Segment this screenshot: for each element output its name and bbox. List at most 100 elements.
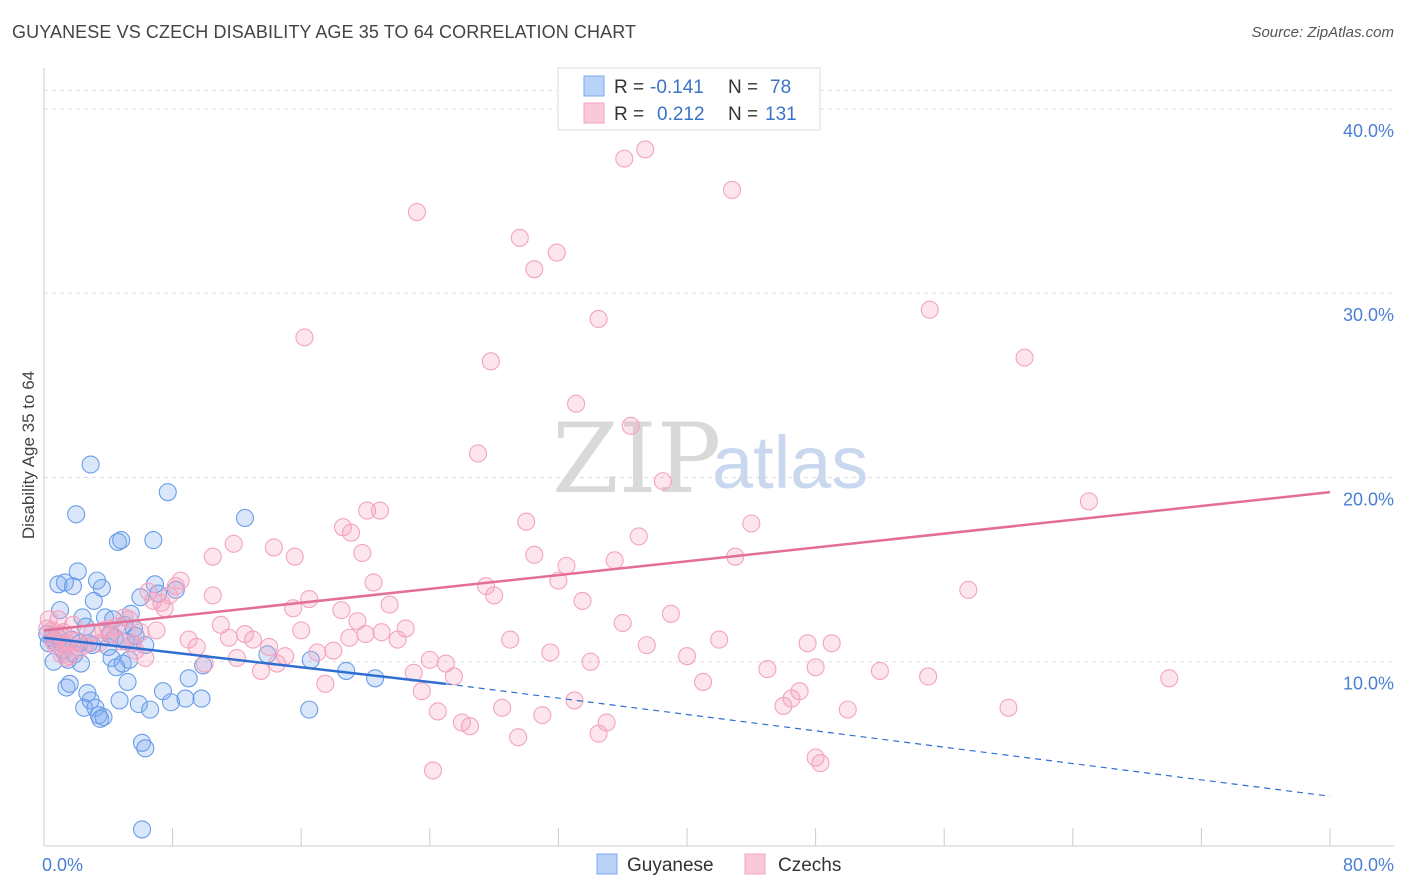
- guyanese-point: [133, 733, 152, 752]
- guyanese-point: [110, 691, 129, 710]
- legend-r-label-1: R =: [614, 77, 644, 98]
- czechs-point: [131, 623, 150, 642]
- czechs-point: [436, 654, 455, 673]
- czechs-point: [332, 601, 351, 620]
- axes: [43, 68, 1394, 847]
- czechs-point: [758, 660, 777, 679]
- czechs-point: [790, 682, 809, 701]
- legend-n-label-2: N =: [728, 104, 758, 125]
- source-label: Source: ZipAtlas.com: [1251, 24, 1394, 41]
- czechs-point: [166, 577, 185, 596]
- guyanese-point: [68, 562, 87, 581]
- czechs-point: [203, 547, 222, 566]
- czechs-point: [63, 615, 82, 634]
- czechs-point: [485, 586, 504, 605]
- czechs-point: [468, 444, 488, 463]
- czechs-point: [533, 706, 552, 725]
- guyanese-point: [141, 700, 160, 719]
- legend-swatch-guyanese: [583, 75, 605, 97]
- czechs-point: [637, 636, 656, 655]
- czechs-point: [694, 672, 713, 692]
- czechs-point: [396, 619, 415, 638]
- guyanese-trend-line: [43, 636, 447, 686]
- guyanese-point: [235, 508, 254, 528]
- czechs-point: [547, 243, 566, 262]
- czechs-point: [364, 573, 383, 592]
- czechs-point: [420, 650, 439, 669]
- legend-n-value-1: 78: [770, 77, 791, 98]
- guyanese-point: [136, 739, 155, 758]
- czechs-point: [806, 658, 825, 677]
- czechs-point: [428, 702, 447, 721]
- guyanese-point: [366, 669, 385, 688]
- grid-lines: [44, 89, 1394, 663]
- guyanese-point: [49, 575, 68, 594]
- czechs-point: [615, 149, 634, 168]
- czechs-point: [412, 682, 431, 701]
- czechs-point: [501, 630, 520, 649]
- czechs-point: [613, 613, 632, 633]
- czechs-point: [295, 328, 314, 347]
- czechs-point: [589, 309, 608, 328]
- czechs-point: [224, 534, 243, 553]
- guyanese-point: [161, 693, 181, 712]
- watermark-atlas: atlas: [712, 421, 868, 504]
- guyanese-point: [60, 674, 79, 693]
- czechs-point: [481, 352, 500, 371]
- czechs-point: [920, 300, 939, 319]
- czechs-point: [341, 523, 361, 542]
- czechs-point: [510, 228, 529, 247]
- czechs-point: [525, 260, 544, 279]
- czechs-point: [353, 543, 372, 563]
- czechs-point: [285, 547, 304, 566]
- czechs-point: [493, 698, 512, 717]
- czechs-point: [525, 545, 544, 564]
- czechs-point: [259, 637, 279, 657]
- czechs-point: [407, 203, 426, 222]
- bottom-legend-swatch-guyanese: [596, 853, 618, 875]
- x-tick-label-min: 0.0%: [42, 855, 83, 875]
- czechs-point: [806, 748, 825, 767]
- y-tick-label: 40.0%: [1343, 121, 1394, 141]
- czechs-point: [629, 527, 648, 546]
- guyanese-trend-extension: [445, 683, 1331, 797]
- guyanese-point: [94, 707, 113, 727]
- y-tick-label: 10.0%: [1343, 674, 1394, 694]
- czechs-point: [870, 661, 889, 680]
- czechs-point: [565, 691, 584, 710]
- czechs-point: [919, 667, 938, 686]
- czechs-point: [300, 590, 319, 609]
- watermark-zip: ZIP: [552, 403, 721, 515]
- czechs-point: [264, 538, 283, 557]
- czechs-point: [677, 647, 697, 666]
- czechs-point: [423, 761, 443, 780]
- czechs-point: [187, 637, 206, 657]
- czechs-point: [1079, 492, 1098, 511]
- guyanese-point: [158, 483, 177, 502]
- czechs-point: [203, 586, 222, 605]
- czechs-point: [573, 591, 592, 610]
- czechs-point: [567, 394, 586, 413]
- czechs-point: [597, 713, 616, 732]
- series-legend: Guyanese Czechs: [596, 853, 841, 876]
- czechs-point: [621, 416, 640, 435]
- czechs-points: [38, 140, 1179, 780]
- czechs-point: [742, 514, 761, 533]
- guyanese-point: [63, 577, 82, 596]
- czechs-point: [171, 571, 190, 590]
- guyanese-point: [67, 505, 86, 524]
- legend-n-label-1: N =: [728, 77, 758, 98]
- y-tick-label: 30.0%: [1343, 305, 1394, 325]
- czechs-point: [39, 610, 58, 629]
- czechs-point: [460, 717, 480, 736]
- czechs-point: [581, 652, 600, 671]
- bottom-legend-swatch-czechs: [744, 853, 766, 875]
- czechs-point: [340, 628, 359, 647]
- czechs-point: [356, 625, 375, 644]
- czechs-point: [348, 612, 367, 631]
- czechs-point: [276, 647, 295, 666]
- guyanese-point: [300, 700, 319, 719]
- czechs-point: [316, 674, 335, 693]
- guyanese-point: [81, 455, 100, 474]
